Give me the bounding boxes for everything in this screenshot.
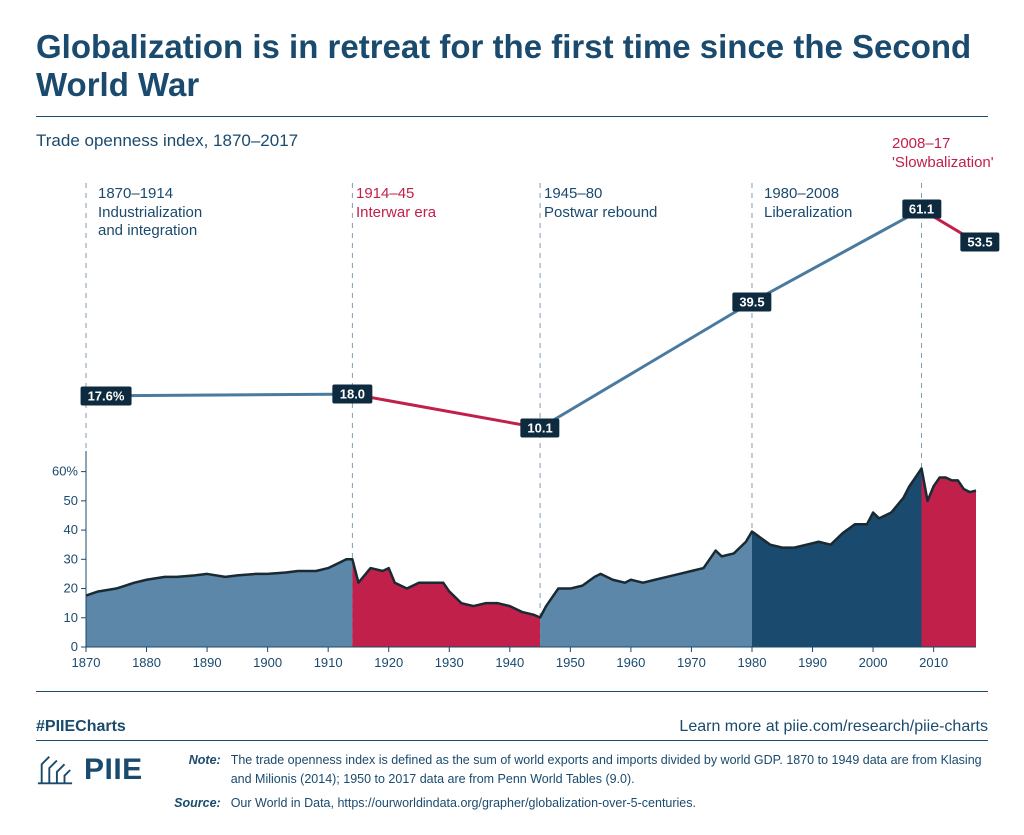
chart: 0 10 20 30 40 50 60% 1870 1880 1890 1900 1910 1920 19… bbox=[36, 157, 988, 687]
svg-text:1990: 1990 bbox=[798, 655, 827, 670]
svg-text:1890: 1890 bbox=[193, 655, 222, 670]
divider-3 bbox=[36, 740, 988, 741]
svg-text:1950: 1950 bbox=[556, 655, 585, 670]
svg-text:1900: 1900 bbox=[253, 655, 282, 670]
svg-text:1870: 1870 bbox=[72, 655, 101, 670]
hashtag: #PIIECharts bbox=[36, 718, 126, 736]
source-label: Source: bbox=[169, 794, 221, 813]
svg-text:2010: 2010 bbox=[919, 655, 948, 670]
chart-svg: 0 10 20 30 40 50 60% 1870 1880 1890 1900 1910 1920 19… bbox=[36, 157, 988, 687]
source-text: Our World in Data, https://ourworldindat… bbox=[231, 794, 988, 813]
page-title: Globalization is in retreat for the firs… bbox=[36, 28, 988, 104]
svg-text:60%: 60% bbox=[52, 463, 78, 478]
learn-more: Learn more at piie.com/research/piie-cha… bbox=[679, 718, 988, 736]
note-label: Note: bbox=[169, 751, 221, 789]
svg-text:50: 50 bbox=[64, 493, 78, 508]
svg-text:1960: 1960 bbox=[616, 655, 645, 670]
svg-text:1920: 1920 bbox=[374, 655, 403, 670]
chart-subtitle: Trade openness index, 1870–2017 bbox=[36, 131, 988, 151]
svg-text:1980: 1980 bbox=[738, 655, 767, 670]
logo-text: PIIE bbox=[84, 753, 143, 787]
svg-text:0: 0 bbox=[71, 639, 78, 654]
note-text: The trade openness index is defined as t… bbox=[231, 751, 988, 789]
svg-text:30: 30 bbox=[64, 551, 78, 566]
svg-text:1910: 1910 bbox=[314, 655, 343, 670]
svg-text:1940: 1940 bbox=[495, 655, 524, 670]
svg-text:1880: 1880 bbox=[132, 655, 161, 670]
svg-text:1930: 1930 bbox=[435, 655, 464, 670]
svg-text:20: 20 bbox=[64, 580, 78, 595]
svg-text:1970: 1970 bbox=[677, 655, 706, 670]
divider-2 bbox=[36, 691, 988, 692]
divider bbox=[36, 116, 988, 117]
svg-text:2000: 2000 bbox=[859, 655, 888, 670]
footer-links: #PIIECharts Learn more at piie.com/resea… bbox=[36, 710, 988, 736]
footnotes: Note: The trade openness index is define… bbox=[169, 751, 988, 819]
piie-icon bbox=[36, 751, 74, 789]
svg-text:10: 10 bbox=[64, 610, 78, 625]
svg-text:40: 40 bbox=[64, 522, 78, 537]
brand-logo: PIIE bbox=[36, 751, 143, 789]
